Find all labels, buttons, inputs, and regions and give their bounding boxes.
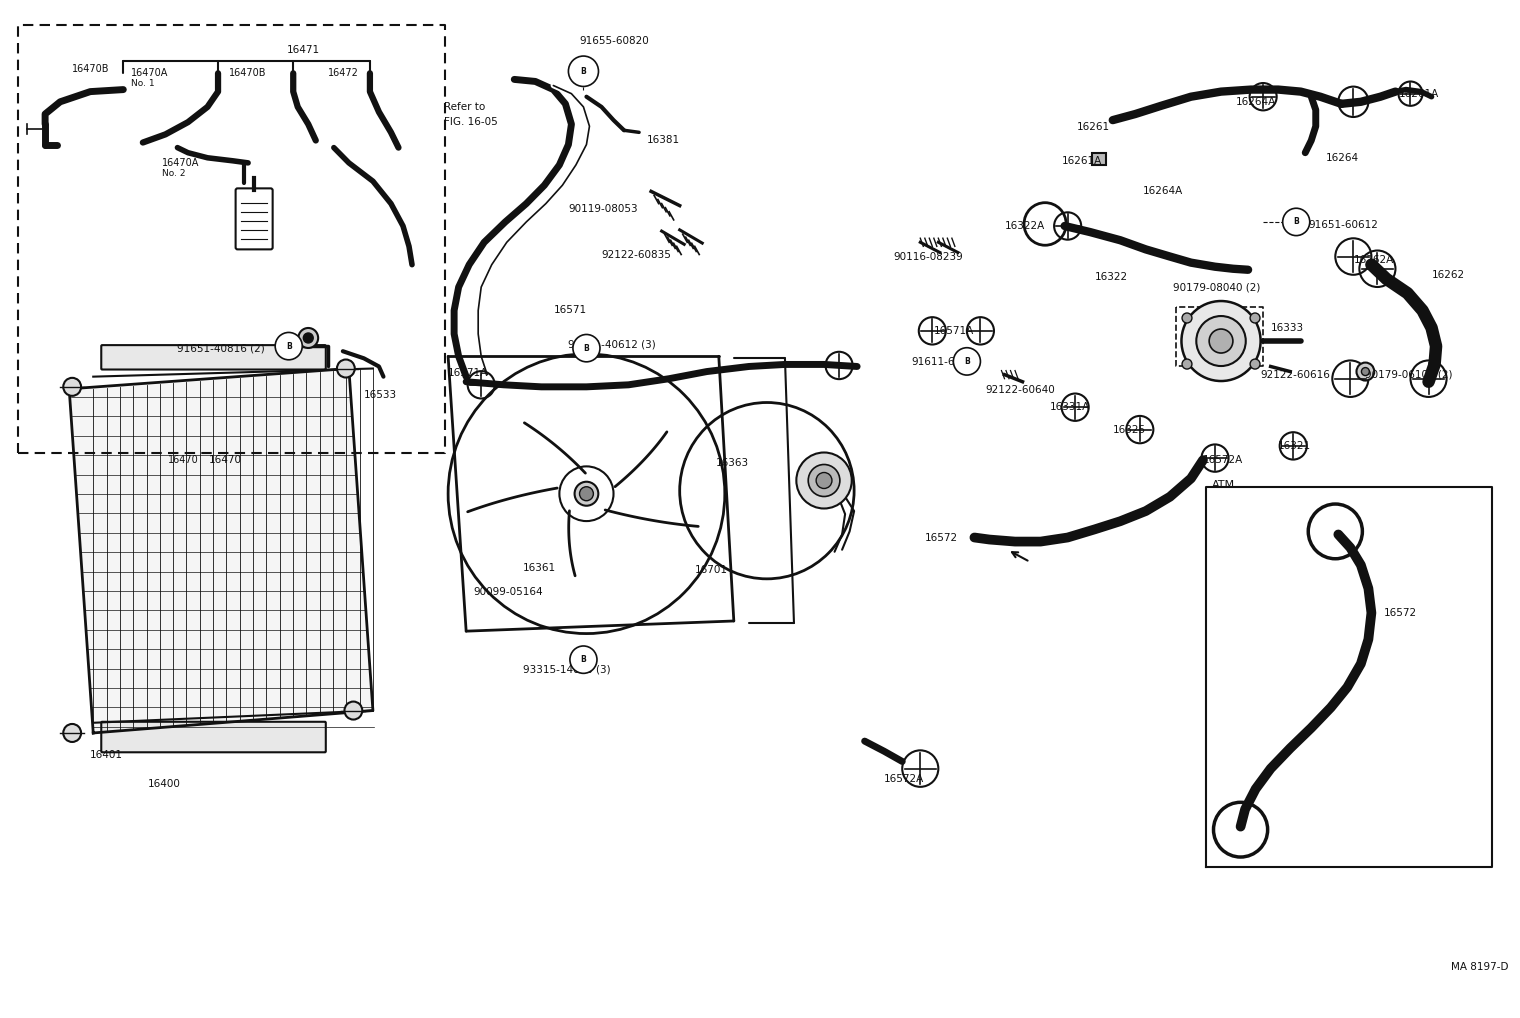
Circle shape [337,359,354,378]
Text: 90116-08239: 90116-08239 [894,251,964,262]
Text: 16572: 16572 [924,532,958,543]
Text: No. 2: No. 2 [163,169,185,177]
Circle shape [1283,209,1310,235]
Circle shape [298,328,318,348]
Text: 16264A: 16264A [1143,186,1183,196]
Text: 16261: 16261 [1076,122,1110,132]
Text: 91655-60820: 91655-60820 [579,36,649,46]
Text: 16533: 16533 [363,390,397,400]
Text: 16572: 16572 [1383,608,1417,618]
Circle shape [796,452,851,509]
Text: 90119-08053: 90119-08053 [568,204,638,214]
Text: 16571A: 16571A [448,367,488,378]
FancyBboxPatch shape [1091,153,1105,165]
Text: 16470: 16470 [210,455,242,465]
Text: 16325: 16325 [1113,425,1146,435]
Text: 92122-60640: 92122-60640 [985,385,1055,395]
Text: B: B [584,344,590,352]
Text: 16401: 16401 [90,750,123,760]
Text: 16572A: 16572A [885,774,924,784]
Circle shape [1249,359,1260,370]
Text: 16333: 16333 [1271,323,1304,333]
Text: 16264: 16264 [1327,153,1359,163]
Text: 16470A: 16470A [131,68,169,78]
Text: 16472: 16472 [328,68,359,78]
Circle shape [579,487,593,501]
Text: 16322: 16322 [1094,272,1128,282]
Circle shape [816,472,831,489]
Text: 16470B: 16470B [228,68,266,78]
Text: 16261A: 16261A [1061,156,1102,166]
Circle shape [1181,301,1260,381]
Polygon shape [70,369,372,733]
Text: 92122-60616: 92122-60616 [1260,370,1330,380]
Text: 16363: 16363 [716,458,749,468]
Text: 91651-40612 (3): 91651-40612 (3) [568,339,657,349]
Text: 16264A: 16264A [1236,97,1277,107]
Text: 91651-60612: 91651-60612 [1309,220,1379,230]
FancyBboxPatch shape [102,345,325,370]
Circle shape [1196,316,1246,366]
Text: 16321: 16321 [1278,441,1312,451]
Circle shape [809,464,841,497]
Text: 16400: 16400 [147,779,181,789]
Circle shape [573,335,600,361]
Text: No. 1: No. 1 [131,79,155,88]
Circle shape [1362,367,1370,376]
Text: 16262A: 16262A [1353,254,1394,265]
Circle shape [1356,362,1374,381]
Circle shape [275,333,302,359]
Text: 16470: 16470 [169,455,199,465]
Circle shape [575,482,599,506]
Text: Refer to: Refer to [444,102,485,112]
Text: 90099-05164: 90099-05164 [474,587,543,598]
Text: 93315-14010 (3): 93315-14010 (3) [523,665,611,675]
Circle shape [64,724,81,742]
Circle shape [1183,313,1192,323]
Circle shape [1183,359,1192,370]
FancyBboxPatch shape [102,722,325,752]
Text: 16361: 16361 [523,563,556,573]
Text: 16470B: 16470B [71,64,109,74]
Text: 16572A: 16572A [1202,455,1243,465]
Circle shape [1249,313,1260,323]
Text: ATM: ATM [1211,479,1236,490]
FancyBboxPatch shape [236,188,272,249]
Circle shape [345,701,362,720]
Text: 91651-40816 (2): 91651-40816 (2) [178,343,264,353]
Text: FIG. 16-05: FIG. 16-05 [444,117,497,127]
Text: 16571: 16571 [553,305,587,316]
Circle shape [581,488,593,500]
Text: 16470A: 16470A [163,158,199,168]
Text: 16701: 16701 [695,565,728,575]
Text: B: B [1294,218,1300,226]
Text: MA 8197-D: MA 8197-D [1452,962,1508,972]
Text: B: B [581,67,587,75]
Text: 16471: 16471 [287,45,321,55]
Text: 16322A: 16322A [1005,221,1044,231]
Text: 16381: 16381 [646,135,679,146]
Circle shape [568,56,599,87]
Circle shape [953,348,980,375]
Text: 92122-60835: 92122-60835 [602,249,672,260]
Text: 16571A: 16571A [933,326,974,336]
Circle shape [304,333,313,343]
Text: B: B [286,342,292,350]
Circle shape [1208,329,1233,353]
Text: 90179-06106 (2): 90179-06106 (2) [1365,370,1453,380]
Text: 16261A: 16261A [1398,89,1439,99]
Circle shape [570,646,597,673]
Circle shape [64,378,81,396]
Text: B: B [964,357,970,365]
Text: 16331A: 16331A [1050,402,1090,412]
Text: 91611-60835: 91611-60835 [912,357,980,367]
Text: 90179-08040 (2): 90179-08040 (2) [1173,282,1260,292]
Text: B: B [581,656,587,664]
Text: 16262: 16262 [1432,270,1465,280]
